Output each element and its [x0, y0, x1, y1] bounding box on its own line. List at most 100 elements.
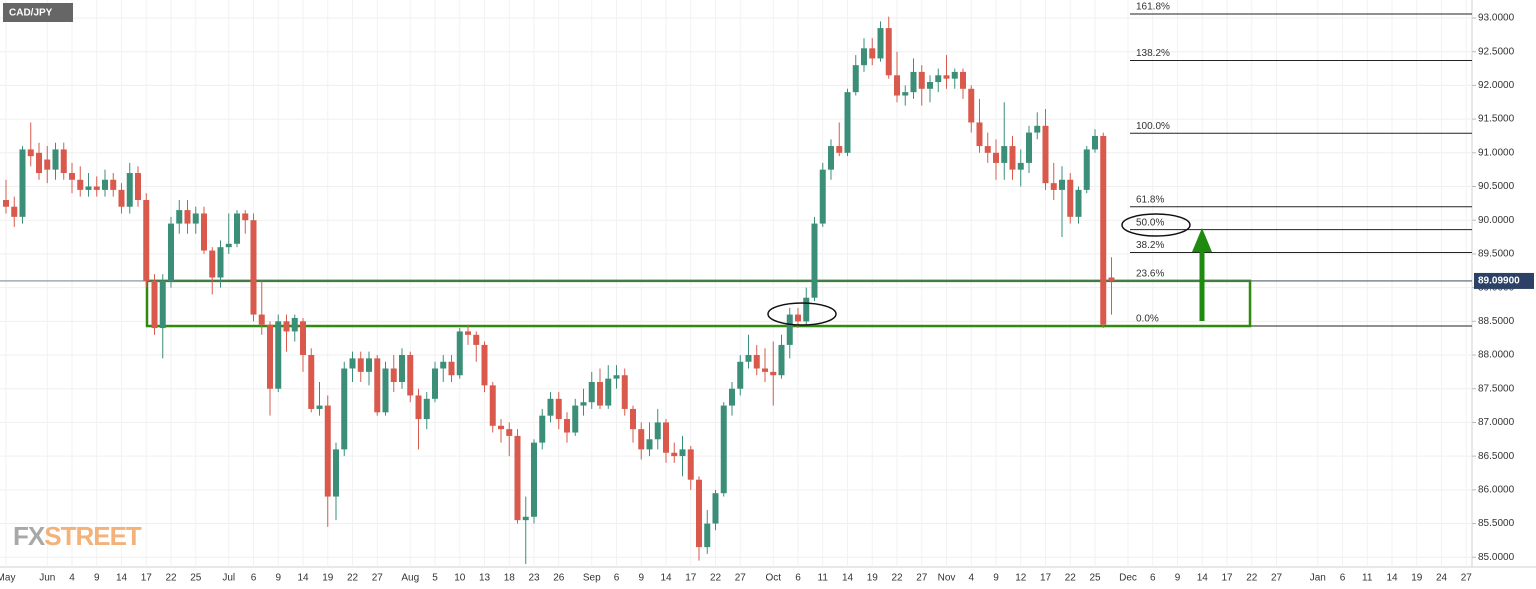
candle-body [572, 405, 579, 433]
candle-body [836, 146, 843, 153]
candle-body [753, 355, 760, 369]
y-tick-label: 91.5000 [1478, 114, 1515, 125]
candle-body [110, 179, 117, 190]
y-tick-label: 88.5000 [1478, 316, 1515, 327]
axes: 85.0000 85.5000 86.0000 86.5000 87.0000 87.50… [0, 13, 1534, 584]
candle-body [11, 206, 18, 217]
candle-body [877, 28, 884, 59]
logo: FXSTREET [13, 521, 142, 551]
candle-body [390, 368, 397, 382]
candle-body [118, 189, 125, 207]
x-tick-label: 22 [891, 573, 903, 584]
candle-body [176, 210, 183, 224]
y-tick-label: 93.0000 [1478, 13, 1515, 24]
title-box [3, 3, 73, 22]
annotations [767, 213, 1212, 326]
candle-body [440, 361, 447, 369]
x-tick-label: 17 [1040, 573, 1052, 584]
candle-body [902, 92, 909, 96]
x-tick-label: 19 [867, 573, 879, 584]
candle-body [481, 344, 488, 386]
candle-body [968, 88, 975, 123]
y-tick-label: 88.0000 [1478, 350, 1515, 361]
candle-body [638, 429, 645, 450]
y-tick-label: 91.0000 [1478, 147, 1515, 158]
x-tick-label: 9 [94, 573, 100, 584]
candle-body [1034, 125, 1041, 133]
y-tick-label: 90.0000 [1478, 215, 1515, 226]
candle-body [242, 213, 249, 221]
candle-body [770, 371, 777, 376]
x-tick-label: 25 [1089, 573, 1101, 584]
candle-body [201, 213, 207, 251]
x-tick-label: 27 [735, 573, 747, 584]
x-tick-label: Jun [39, 573, 55, 584]
x-tick-label: 18 [504, 573, 516, 584]
candle-body [1017, 162, 1024, 170]
x-tick-label: 27 [1461, 573, 1473, 584]
candle-body [960, 71, 966, 89]
candle-body [621, 375, 628, 409]
x-tick-label: 11 [818, 573, 829, 584]
y-tick-label: 87.0000 [1478, 417, 1515, 428]
x-tick-label: 27 [1271, 573, 1283, 584]
candle-body [1009, 146, 1016, 170]
x-tick-label: 9 [993, 573, 999, 584]
x-tick-label: 25 [190, 573, 202, 584]
x-tick-label: 22 [165, 573, 177, 584]
candle-body [927, 82, 933, 89]
candle-body [803, 297, 810, 322]
x-tick-label: 24 [1436, 573, 1448, 584]
candle-body [69, 173, 75, 180]
candle-body [399, 355, 405, 382]
candle-body [432, 368, 438, 399]
x-tick-label: 17 [141, 573, 153, 584]
circle-annotation [767, 302, 837, 326]
x-tick-label: 17 [685, 573, 697, 584]
candle-body [514, 435, 521, 521]
candle-body [382, 368, 389, 413]
candle-body [456, 331, 463, 376]
x-tick-label: 22 [1246, 573, 1258, 584]
x-tick-label: 17 [1221, 573, 1233, 584]
candle-body [151, 280, 158, 329]
candle-body [555, 398, 562, 420]
candle-body [341, 368, 348, 450]
candle-body [267, 324, 273, 389]
candle-body [209, 250, 216, 278]
candle-body [712, 493, 719, 524]
candle-body [547, 398, 554, 416]
candle-body [448, 361, 455, 376]
candle-body [333, 449, 339, 497]
candle-body [910, 71, 917, 93]
x-tick-label: 14 [1197, 573, 1209, 584]
candle-body [168, 223, 174, 281]
x-tick-label: Jul [222, 573, 235, 584]
y-tick-label: 86.0000 [1478, 484, 1515, 495]
candle-body [275, 321, 282, 389]
candle-body [811, 223, 818, 298]
x-tick-label: 22 [710, 573, 722, 584]
grid [0, 0, 1472, 567]
x-tick-label: Jan [1310, 573, 1326, 584]
candle-body [696, 479, 702, 548]
y-tick-label: 89.5000 [1478, 249, 1515, 260]
x-tick-label: 6 [1150, 573, 1156, 584]
candle-body [324, 405, 331, 497]
candle-body [407, 355, 414, 396]
x-tick-label: 6 [795, 573, 801, 584]
candle-body [300, 321, 306, 356]
candle-body [44, 159, 51, 170]
y-tick-label: 86.5000 [1478, 451, 1515, 462]
candle-body [861, 48, 867, 66]
candle-body [918, 71, 925, 89]
candle-body [613, 375, 620, 379]
candle-body [143, 199, 150, 281]
candle-body [630, 408, 636, 430]
logo-part: FX [13, 521, 46, 551]
candle-body [844, 92, 851, 153]
candle-body [605, 378, 612, 406]
candle-body [951, 71, 958, 79]
x-tick-label: 26 [553, 573, 565, 584]
candle-body [984, 146, 991, 153]
